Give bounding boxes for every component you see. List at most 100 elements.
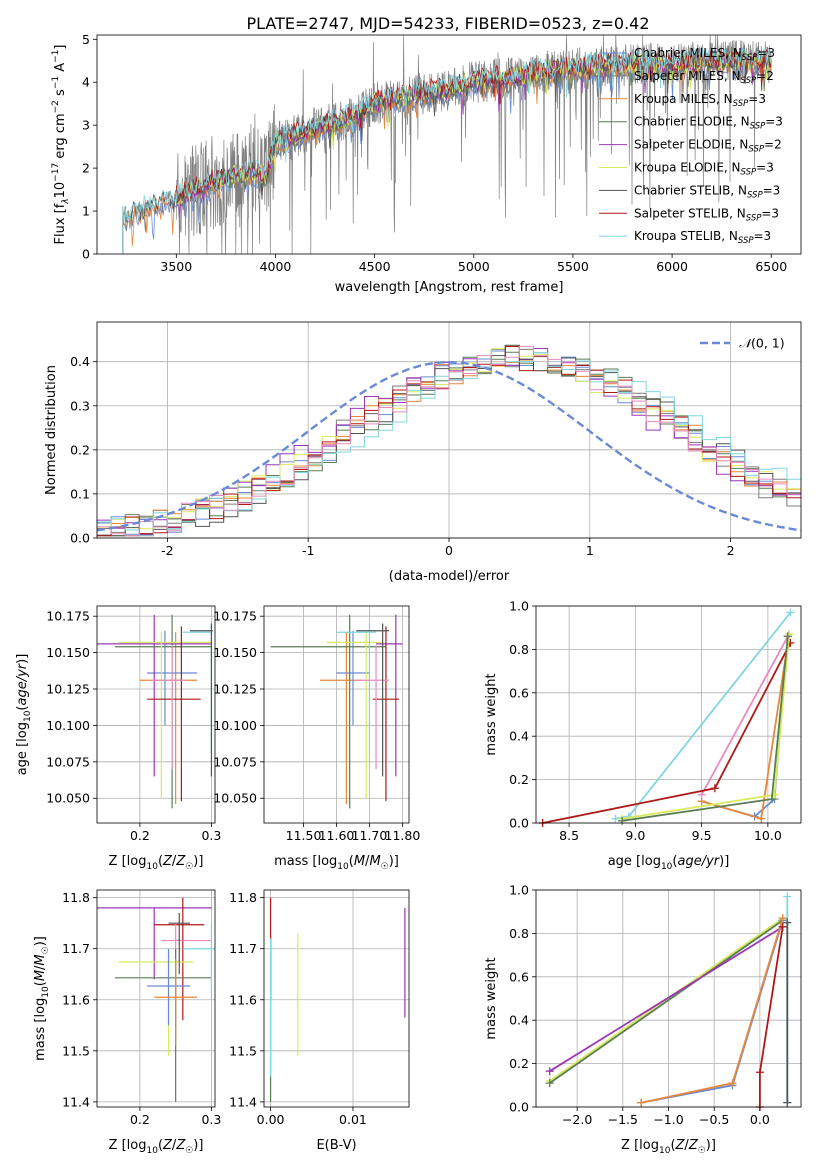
y-tick-label: 0.0 [509,816,529,831]
y-tick-label: 0.1 [70,486,90,501]
weight-point-marker [637,1098,646,1107]
plot-area [270,614,403,809]
x-tick-label: 0.3 [201,828,221,843]
x-tick-label: 1 [586,543,594,558]
x-tick-label: −2.0 [562,1112,592,1127]
y-tick-label: 0.4 [509,1013,529,1028]
weight-point-marker [710,784,719,793]
weight-point-marker [786,608,795,617]
y-tick-label: 10.100 [46,718,90,733]
axis-label: age [log10(age/yr)] [15,654,33,776]
legend-label: Salpeter MILES, NSSP=2 [634,69,774,86]
x-axis-label: (data-model)/error [389,569,510,584]
spectrum-panel: 3500 4000 4500 5000 5500 6000 6500 0 1 2 3 4 5 wavele… [51,32,802,295]
y-tick-label: 0.6 [509,685,529,700]
plot-area [545,892,792,1111]
y-tick-label: 0.4 [70,354,90,369]
x-tick-label: 0.3 [201,1112,221,1127]
legend-label: Chabrier MILES, NSSP=3 [634,46,775,63]
axis-label: Z [log10(Z/Z☉)] [109,854,204,872]
axes-frame [535,889,802,1108]
legend-label: Kroupa MILES, NSSP=3 [634,92,766,109]
weight-series-line [640,920,784,1104]
plot-area [269,897,406,1102]
y-tick-label: 11.6 [229,992,257,1007]
y-tick-label: 11.4 [229,1094,257,1109]
residuals-panel: -2 -1 0 1 2 0.0 0.1 0.2 0.3 0.4 𝒩(0, 1) (data-model… [44,321,802,584]
axes-frame [96,34,802,255]
y-tick-label: 11.4 [62,1094,90,1109]
figure-title: PLATE=2747, MJD=54233, FIBERID=0523, z=0… [246,14,649,33]
normal-curve-line [96,360,802,532]
x-tick-label: 8.5 [559,828,579,843]
y-tick-label: 10.075 [213,754,257,769]
x-tick-label: −1.0 [653,1112,683,1127]
axes-frame [96,605,216,824]
legend: Chabrier MILES, NSSP=3 Salpeter MILES, NS… [599,46,783,246]
y-tick-label: 10.175 [46,609,90,624]
x-tick-label: 9.5 [692,828,712,843]
weight-point-marker [783,632,792,641]
y-tick-label: 0.2 [70,442,90,457]
y-axis-label: Flux [fλ10−17 erg cm−2 s−1 A−1] [51,45,71,245]
weight-point-marker [778,914,787,923]
legend-label: Salpeter STELIB, NSSP=3 [634,206,779,223]
x-tick-label: 2 [727,543,735,558]
weight-vs-metallicity-panel: −2.0 −1.5 −1.0 −0.5 0.0 0.0 0.2 0.4 0.6 0.8 1.0 mas… [484,883,802,1156]
y-tick-label: 0.8 [509,926,529,941]
legend-label: Kroupa ELODIE, NSSP=3 [634,161,774,178]
weight-point-marker [783,918,792,927]
plot-area [122,34,772,255]
y-tick-label: 11.5 [229,1043,257,1058]
y-tick-label: 0.6 [509,969,529,984]
x-tick-label: 3500 [160,259,192,274]
weight-point-marker [545,1079,554,1088]
y-tick-label: 11.6 [62,992,90,1007]
axis-label: Z [log10(Z/Z☉)] [109,1138,204,1156]
legend-label: Chabrier ELODIE, NSSP=3 [634,115,783,132]
grid-lines [536,605,801,824]
x-tick-label: -1 [302,543,314,558]
plot-area [97,897,215,1102]
axes-frame [96,321,802,539]
plot-area [96,344,802,538]
y-tick-label: 11.5 [62,1043,90,1058]
y-tick-label: 10.175 [213,609,257,624]
weight-vs-age-panel: 8.5 9.0 9.5 10.0 0.0 0.2 0.4 0.6 0.8 1.0 mass weig… [484,599,802,872]
x-tick-label: 6500 [755,259,787,274]
y-tick-label: 0.2 [509,772,529,787]
axis-label: mass [log10(M/M☉)] [274,854,399,872]
residual-histogram [96,345,801,538]
y-tick-label: 1 [82,204,90,219]
x-tick-label: 0.2 [130,1112,150,1127]
x-tick-label: -2 [161,543,173,558]
axes-frame [535,605,802,824]
y-tick-label: 10.050 [213,791,257,806]
legend-label: Chabrier STELIB, NSSP=3 [634,183,780,200]
residual-histogram [96,344,801,538]
x-tick-label: 6000 [656,259,688,274]
y-tick-label: 10.075 [46,754,90,769]
x-tick-label: 11.70 [352,828,388,843]
x-tick-label: 11.50 [286,828,322,843]
x-tick-label: 0 [445,543,453,558]
y-tick-label: 5 [82,32,90,47]
grid-lines [264,890,409,1107]
grid-lines [97,606,215,823]
model-spectrum-line [122,47,772,254]
y-axis-label: mass weight [484,673,499,755]
weight-point-marker [618,816,627,825]
model-spectrum-line [175,50,772,205]
plot-area [97,614,213,809]
mass-vs-ebv-panel: 0.00 0.01 11.4 11.5 11.6 11.7 11.8 E(B-V) [229,889,410,1153]
x-axis-label: E(B-V) [316,1138,356,1153]
y-tick-label: 0.2 [509,1056,529,1071]
y-tick-label: 3 [82,118,90,133]
y-tick-label: 0.0 [70,531,90,546]
y-tick-label: 11.8 [62,890,90,905]
y-tick-label: 10.050 [46,791,90,806]
y-tick-label: 11.7 [229,941,257,956]
x-tick-label: −0.5 [699,1112,729,1127]
